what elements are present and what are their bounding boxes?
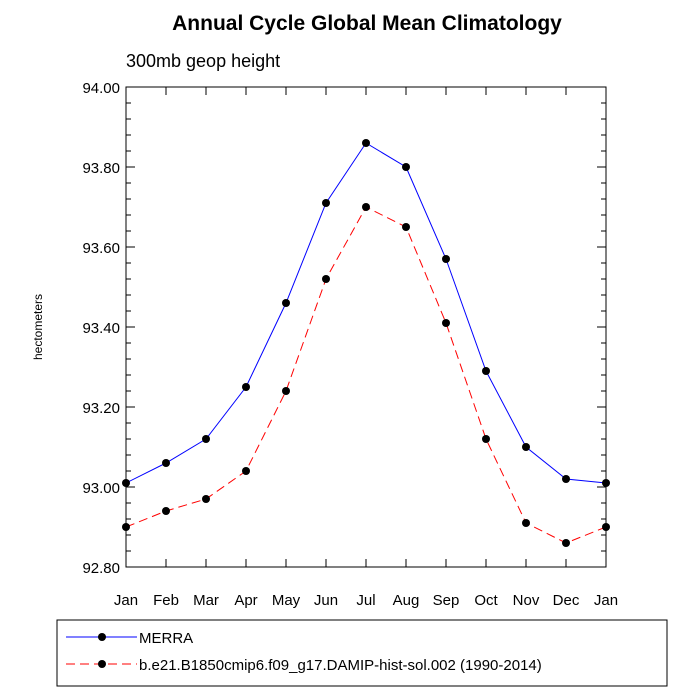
legend-marker (98, 660, 106, 668)
data-point (162, 507, 170, 515)
axis-ticks: Jan Feb Mar Apr May Jun Jul Aug Sep Oct Nov Dec Jan 9… (82, 80, 618, 609)
series-line (125, 142, 607, 484)
data-point (322, 275, 330, 283)
data-point (442, 319, 450, 327)
chart-subtitle: 300mb geop height (126, 51, 280, 71)
y-tick-label: 93.80 (82, 160, 120, 177)
data-point (242, 383, 250, 391)
data-point (562, 475, 570, 483)
x-tick-label: Apr (234, 592, 257, 609)
data-point (282, 299, 290, 307)
data-point (362, 139, 370, 147)
data-point (362, 203, 370, 211)
x-tick-label: Jun (314, 592, 338, 609)
data-point (522, 443, 530, 451)
data-point (282, 387, 290, 395)
y-tick-label: 93.20 (82, 400, 120, 417)
y-tick-label: 93.40 (82, 320, 120, 337)
legend-marker (98, 633, 106, 641)
x-tick-label: Mar (193, 592, 219, 609)
legend-label: b.e21.B1850cmip6.f09_g17.DAMIP-hist-sol.… (139, 657, 542, 674)
data-point (442, 255, 450, 263)
x-tick-label: Feb (153, 592, 179, 609)
data-point (562, 539, 570, 547)
x-tick-label: Jul (356, 592, 375, 609)
plot-frame (125, 86, 607, 568)
data-point (322, 199, 330, 207)
legend-box (56, 619, 668, 687)
data-point (202, 495, 210, 503)
data-point (242, 467, 250, 475)
y-tick-label: 92.80 (82, 560, 120, 577)
data-point (522, 519, 530, 527)
data-point (202, 435, 210, 443)
x-tick-label: Oct (474, 592, 498, 609)
series-layer (122, 139, 610, 547)
series-line (125, 206, 607, 544)
data-point (162, 459, 170, 467)
x-tick-label: Dec (553, 592, 580, 609)
data-point (402, 223, 410, 231)
x-tick-label: Aug (393, 592, 420, 609)
x-tick-label: May (272, 592, 301, 609)
data-point (482, 435, 490, 443)
legend: MERRA b.e21.B1850cmip6.f09_g17.DAMIP-hist… (56, 619, 668, 687)
y-tick-label: 93.60 (82, 240, 120, 257)
y-tick-label: 94.00 (82, 80, 120, 97)
x-tick-label: Sep (433, 592, 460, 609)
x-tick-label: Jan (114, 592, 138, 609)
x-tick-label: Nov (513, 592, 540, 609)
data-point (482, 367, 490, 375)
data-point (402, 163, 410, 171)
legend-label: MERRA (139, 630, 193, 647)
chart-title: Annual Cycle Global Mean Climatology (172, 12, 562, 35)
x-tick-label: Jan (594, 592, 618, 609)
y-axis-label: hectometers (31, 294, 45, 360)
y-tick-label: 93.00 (82, 480, 120, 497)
